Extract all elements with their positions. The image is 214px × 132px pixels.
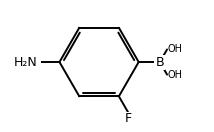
Text: H₂N: H₂N — [14, 56, 38, 69]
Text: OH: OH — [168, 44, 183, 55]
Text: OH: OH — [168, 70, 183, 80]
Text: F: F — [125, 112, 132, 125]
Text: B: B — [156, 56, 164, 69]
